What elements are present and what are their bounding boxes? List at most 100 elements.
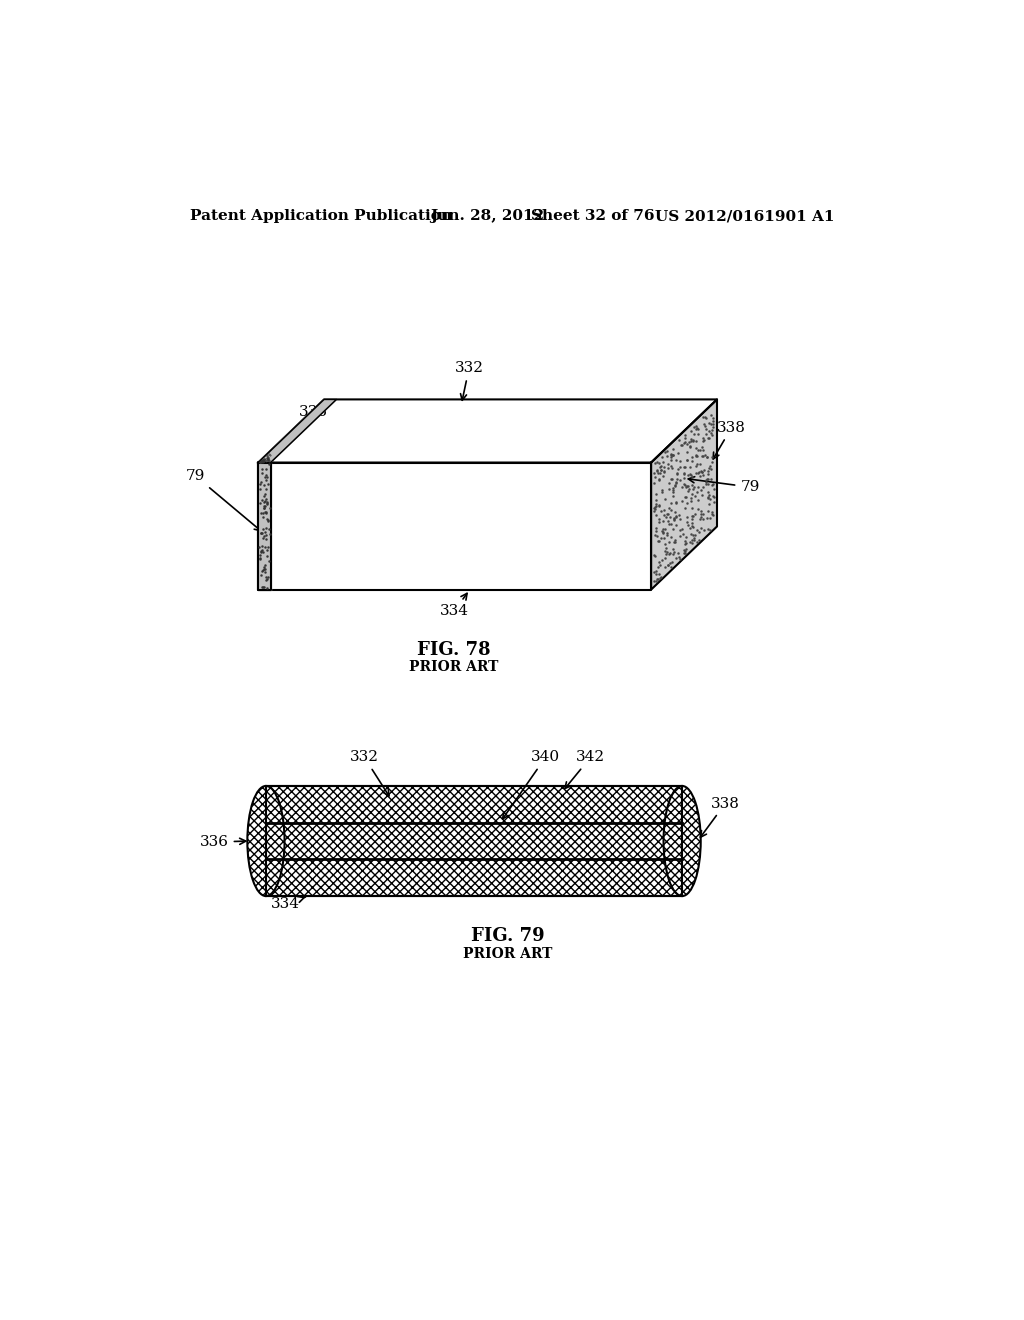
Point — [255, 474, 271, 495]
Point — [255, 507, 271, 528]
Point — [686, 424, 702, 445]
Point — [652, 455, 669, 477]
Point — [646, 561, 663, 582]
Point — [666, 444, 682, 465]
Point — [685, 430, 701, 451]
Point — [686, 417, 702, 438]
Point — [680, 515, 696, 536]
Point — [660, 513, 677, 535]
Point — [701, 520, 718, 541]
Point — [702, 488, 719, 510]
Point — [685, 430, 701, 451]
Point — [690, 521, 707, 543]
Point — [695, 508, 712, 529]
Point — [259, 546, 275, 568]
Text: PRIOR ART: PRIOR ART — [409, 660, 499, 675]
Point — [653, 446, 670, 467]
Point — [685, 517, 701, 539]
Point — [699, 487, 716, 508]
Point — [700, 519, 717, 540]
Point — [684, 498, 700, 519]
Point — [684, 466, 700, 487]
Point — [683, 465, 699, 486]
Point — [678, 477, 694, 498]
Point — [705, 418, 721, 440]
Point — [694, 462, 711, 483]
Point — [672, 549, 688, 570]
Point — [700, 428, 717, 449]
Text: 342: 342 — [565, 750, 605, 788]
Point — [652, 455, 669, 477]
Point — [254, 577, 270, 598]
Point — [668, 506, 684, 527]
Point — [694, 462, 711, 483]
Point — [669, 463, 685, 484]
Point — [653, 459, 670, 480]
Point — [260, 536, 276, 557]
Point — [258, 517, 274, 539]
Point — [259, 569, 275, 590]
Point — [656, 557, 673, 578]
Point — [650, 552, 667, 573]
Point — [666, 480, 682, 502]
Point — [258, 508, 274, 529]
Point — [679, 475, 695, 496]
Point — [682, 457, 698, 478]
Point — [255, 527, 271, 548]
Point — [688, 430, 705, 451]
Point — [665, 544, 681, 565]
Point — [690, 498, 707, 519]
Point — [698, 418, 715, 440]
Point — [256, 557, 272, 578]
Point — [690, 529, 707, 550]
Point — [665, 478, 681, 499]
Point — [256, 577, 272, 598]
Point — [651, 462, 668, 483]
Point — [666, 508, 682, 529]
Point — [655, 504, 672, 525]
Point — [672, 519, 688, 540]
Point — [674, 477, 690, 498]
Point — [694, 440, 711, 461]
Point — [665, 486, 681, 507]
Point — [690, 462, 707, 483]
Point — [254, 540, 270, 561]
Point — [681, 432, 697, 453]
Point — [695, 430, 712, 451]
Point — [699, 469, 716, 490]
Point — [689, 520, 706, 541]
Point — [690, 424, 707, 445]
Point — [679, 506, 695, 527]
Point — [669, 449, 685, 470]
Point — [254, 560, 270, 581]
Text: 334: 334 — [271, 896, 305, 911]
Point — [684, 533, 700, 554]
Point — [668, 474, 684, 495]
Text: 332: 332 — [350, 750, 389, 796]
Point — [660, 544, 677, 565]
Text: Patent Application Publication: Patent Application Publication — [190, 209, 452, 223]
Point — [699, 487, 716, 508]
Point — [700, 428, 717, 449]
Polygon shape — [258, 400, 717, 462]
Point — [253, 540, 269, 561]
Point — [648, 569, 665, 590]
Point — [258, 488, 274, 510]
Point — [677, 533, 693, 554]
Point — [691, 462, 708, 483]
Point — [260, 550, 276, 572]
Point — [646, 473, 663, 494]
Point — [688, 480, 705, 502]
Text: 336: 336 — [200, 836, 246, 849]
Point — [674, 519, 690, 540]
Point — [658, 523, 675, 544]
Point — [259, 466, 275, 487]
Point — [664, 552, 680, 573]
Point — [260, 519, 276, 540]
Point — [679, 450, 695, 471]
Point — [655, 457, 672, 478]
Point — [692, 479, 709, 500]
Point — [257, 561, 273, 582]
Point — [678, 532, 694, 553]
Point — [666, 541, 682, 562]
